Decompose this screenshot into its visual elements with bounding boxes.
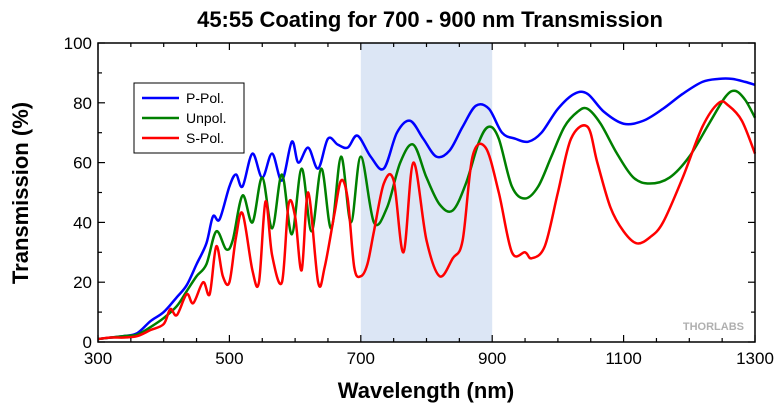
y-tick-label: 60	[73, 154, 92, 173]
x-tick-label: 500	[215, 349, 243, 368]
y-tick-label: 100	[64, 34, 92, 53]
y-tick-label: 40	[73, 213, 92, 232]
y-axis-label: Transmission (%)	[8, 102, 33, 284]
highlight-band	[360, 43, 493, 342]
x-tick-label: 1100	[605, 349, 642, 368]
legend-label-p-pol: P-Pol.	[186, 90, 224, 106]
x-tick-label: 1300	[736, 349, 774, 368]
y-tick-label: 20	[73, 273, 92, 292]
series-line-s-pol	[97, 100, 757, 341]
legend-label-s-pol: S-Pol.	[186, 130, 224, 146]
y-tick-label: 80	[73, 94, 92, 113]
watermark-text: THORLABS	[683, 321, 744, 333]
series-line-p-pol	[97, 77, 756, 341]
legend-label-unpol: Unpol.	[186, 110, 226, 126]
plot-area: 300 500 700 900 1100 1300 0 20 40 60 80 100 P-Pol. Un…	[64, 34, 774, 368]
x-tick-label: 700	[347, 349, 375, 368]
x-tick-label: 900	[478, 349, 506, 368]
series-line-unpol	[97, 89, 757, 341]
y-tick-label: 0	[83, 333, 92, 352]
chart-title: 45:55 Coating for 700 - 900 nm Transmiss…	[197, 7, 663, 32]
x-tick-label: 300	[84, 349, 112, 368]
x-axis-label: Wavelength (nm)	[338, 378, 514, 403]
